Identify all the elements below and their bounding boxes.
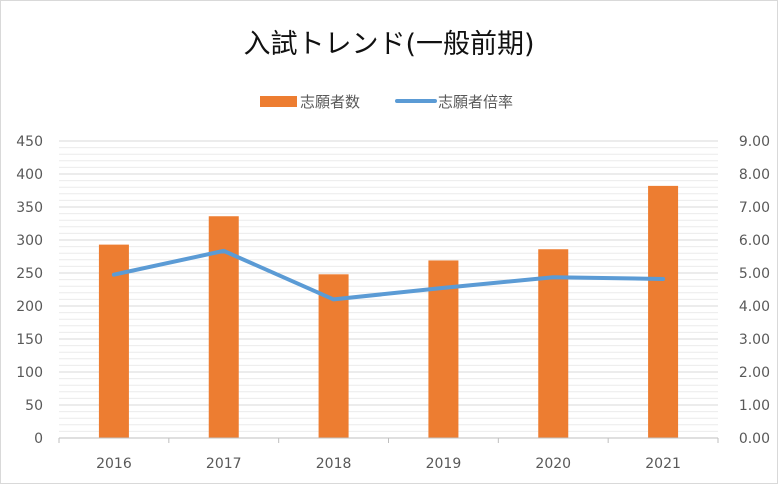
y-left-tick-label: 0 xyxy=(34,431,43,447)
y-right-tick-label: 9.00 xyxy=(739,134,770,150)
legend: 志願者数 志願者倍率 xyxy=(260,93,513,111)
x-tick-label: 2019 xyxy=(426,456,462,472)
y-left-tick-label: 250 xyxy=(16,266,43,282)
x-axis: 2016 2017 2018 2019 2020 2021 xyxy=(59,438,718,472)
legend-swatch-bar xyxy=(260,96,297,107)
y-left-tick-label: 150 xyxy=(16,332,43,348)
y-left-tick-label: 200 xyxy=(16,299,43,315)
y-right-tick-label: 1.00 xyxy=(739,398,770,414)
y-right-tick-label: 5.00 xyxy=(739,266,770,282)
y-left-tick-label: 400 xyxy=(16,167,43,183)
y-right-tick-label: 8.00 xyxy=(739,167,770,183)
bar-2021 xyxy=(648,186,678,438)
y-right-tick-label: 6.00 xyxy=(739,233,770,249)
y-left-tick-label: 50 xyxy=(25,398,43,414)
legend-label-bar: 志願者数 xyxy=(300,93,360,111)
y-left-tick-label: 350 xyxy=(16,200,43,216)
gridlines xyxy=(59,141,718,431)
x-tick-label: 2017 xyxy=(206,456,242,472)
x-tick-label: 2021 xyxy=(645,456,681,472)
bar-series xyxy=(99,186,678,438)
y-right-tick-label: 7.00 xyxy=(739,200,770,216)
chart-title: 入試トレンド(一般前期) xyxy=(243,29,534,60)
line-series xyxy=(114,251,663,300)
y-left-tick-label: 100 xyxy=(16,365,43,381)
y-left-tick-label: 450 xyxy=(16,134,43,150)
y-right-tick-label: 3.00 xyxy=(739,332,770,348)
x-tick-label: 2016 xyxy=(96,456,132,472)
x-tick-label: 2020 xyxy=(535,456,571,472)
x-tick-label: 2018 xyxy=(316,456,352,472)
y-axis-left: 0 50 100 150 200 250 300 350 400 450 xyxy=(16,134,43,447)
y-axis-right: 0.00 1.00 2.00 3.00 4.00 5.00 6.00 7.00 8.00 9.00 xyxy=(739,134,770,447)
y-right-tick-label: 0.00 xyxy=(739,431,770,447)
y-right-tick-label: 4.00 xyxy=(739,299,770,315)
y-left-tick-label: 300 xyxy=(16,233,43,249)
legend-label-line: 志願者倍率 xyxy=(438,93,513,111)
y-right-tick-label: 2.00 xyxy=(739,365,770,381)
rate-line xyxy=(114,251,663,300)
